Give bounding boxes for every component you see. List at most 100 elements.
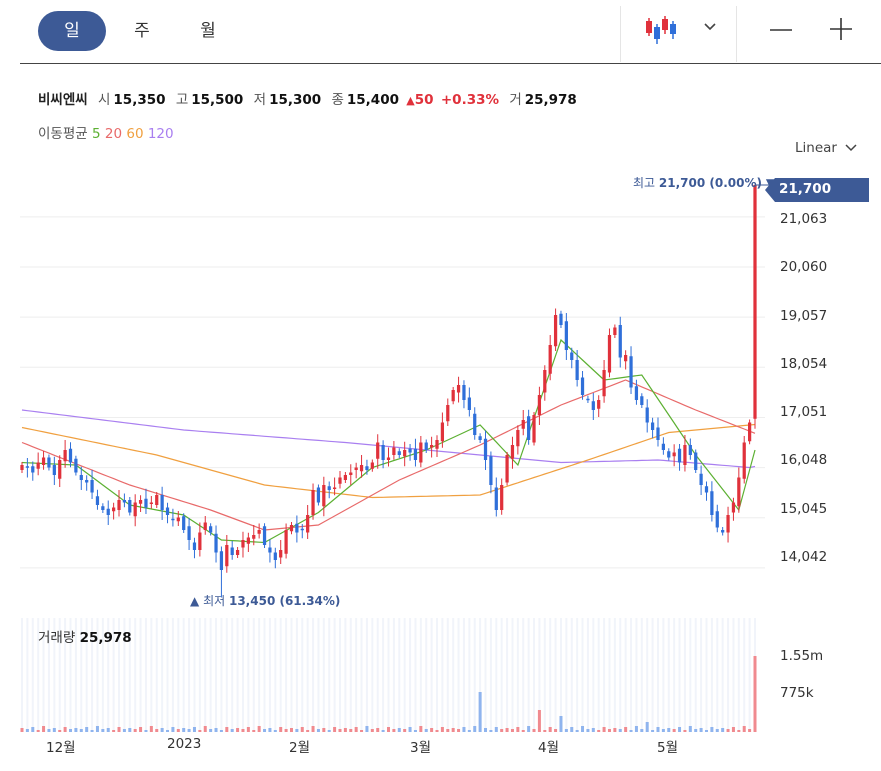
- candle-body: [311, 490, 315, 515]
- ma60-label[interactable]: 60: [126, 126, 144, 142]
- candle-body: [489, 456, 493, 485]
- moving-average-legend: 이동평균 5 20 60 120: [38, 122, 174, 142]
- scale-selector[interactable]: Linear: [795, 140, 857, 156]
- volume-bg-stripe: [683, 618, 686, 732]
- volume-bg-stripe: [295, 618, 298, 732]
- y-tick-label: 21,063: [780, 211, 828, 227]
- candle-body: [225, 545, 229, 567]
- volume-bar: [343, 728, 347, 732]
- volume-bar: [521, 730, 525, 732]
- candle-body: [645, 407, 649, 423]
- volume-bar: [203, 726, 207, 732]
- volume-bar: [166, 730, 170, 732]
- volume-bg-stripe: [155, 618, 158, 732]
- volume-bg-stripe: [694, 618, 697, 732]
- price-chart[interactable]: [0, 160, 881, 615]
- volume-bar: [710, 727, 714, 732]
- volume-bar: [144, 730, 148, 732]
- candle-body: [521, 420, 525, 429]
- volume-bar: [694, 729, 698, 732]
- candle-body: [661, 443, 665, 450]
- volume-bar: [575, 730, 579, 732]
- y-tick-label: 18,054: [780, 356, 828, 372]
- volume-bar: [128, 728, 132, 732]
- volume-bar: [273, 730, 277, 732]
- volume-bg-stripe: [489, 618, 492, 732]
- tab-weekly[interactable]: 주: [134, 21, 150, 41]
- y-tick-label: 15,045: [780, 501, 828, 517]
- volume-bg-stripe: [619, 618, 622, 732]
- candle-body: [564, 321, 568, 350]
- ma5-label[interactable]: 5: [91, 126, 101, 142]
- tab-monthly[interactable]: 월: [200, 21, 216, 41]
- zoom-out-button[interactable]: [768, 20, 794, 40]
- candle-body: [694, 452, 698, 470]
- volume-panel-label: 거래량: [38, 630, 76, 646]
- volume-bg-stripe: [441, 618, 444, 732]
- volume-bg-stripe: [74, 618, 77, 732]
- high-value: 15,500: [191, 92, 244, 108]
- candle-body: [510, 445, 515, 459]
- candle-body: [171, 518, 175, 521]
- candle-body: [505, 455, 509, 483]
- volume-bar: [591, 728, 595, 732]
- tab-daily[interactable]: 일: [38, 11, 106, 51]
- volume-bg-stripe: [312, 618, 315, 732]
- candle-body: [710, 491, 714, 515]
- volume-bar: [36, 730, 40, 732]
- volume-bar: [246, 727, 250, 732]
- volume-bg-stripe: [349, 618, 352, 732]
- volume-bg-stripe: [446, 618, 449, 732]
- candle-body: [31, 466, 35, 473]
- volume-bg-stripe: [274, 618, 277, 732]
- volume-bar: [52, 728, 56, 732]
- candle-body: [192, 542, 197, 550]
- volume-bg-stripe: [247, 618, 250, 732]
- candle-body: [408, 448, 412, 453]
- volume-bar: [263, 729, 267, 732]
- candle-body: [613, 327, 617, 335]
- chart-type-selector[interactable]: [640, 12, 730, 50]
- volume-bar: [279, 727, 283, 732]
- candle-body: [25, 466, 30, 468]
- candle-body: [322, 485, 326, 507]
- volume-bg-stripe: [468, 618, 471, 732]
- ma20-label[interactable]: 20: [104, 126, 123, 142]
- volume-chart[interactable]: [0, 618, 881, 732]
- volume-bg-stripe: [188, 618, 191, 732]
- candle-body: [397, 451, 401, 455]
- candle-body: [494, 487, 498, 510]
- candle-body: [570, 352, 574, 360]
- volume-value: 25,978: [524, 92, 577, 108]
- volume-bar: [69, 729, 73, 732]
- candle-body: [737, 477, 741, 507]
- x-tick-label: 4월: [538, 740, 560, 756]
- candle-body: [376, 442, 380, 459]
- volume-bg-stripe: [387, 618, 390, 732]
- volume-bar: [629, 730, 633, 732]
- volume-tick-label: 775k: [780, 685, 814, 701]
- ma120-label[interactable]: 120: [147, 126, 174, 142]
- candle-body: [456, 385, 461, 393]
- candle-body: [219, 551, 224, 570]
- toolbar-divider-2: [736, 6, 737, 62]
- candle-body: [586, 398, 590, 401]
- volume-bar: [58, 730, 62, 732]
- volume-bar: [510, 729, 514, 732]
- volume-bg-stripe: [462, 618, 465, 732]
- volume-bg-stripe: [473, 618, 476, 732]
- candle-body: [451, 390, 455, 402]
- volume-bar: [430, 728, 434, 732]
- volume-bg-stripe: [344, 618, 347, 732]
- candle-body: [753, 185, 757, 419]
- candle-body: [591, 401, 595, 410]
- scale-mode: Linear: [795, 140, 837, 156]
- x-tick-label: 3월: [410, 740, 432, 756]
- volume-panel-title: 거래량 25,978: [38, 626, 132, 646]
- volume-bg-stripe: [376, 618, 379, 732]
- volume-bar: [651, 730, 655, 732]
- zoom-in-button[interactable]: [828, 16, 854, 42]
- volume-bg-stripe: [533, 618, 536, 732]
- candle-body: [165, 507, 170, 515]
- volume-bg-stripe: [484, 618, 487, 732]
